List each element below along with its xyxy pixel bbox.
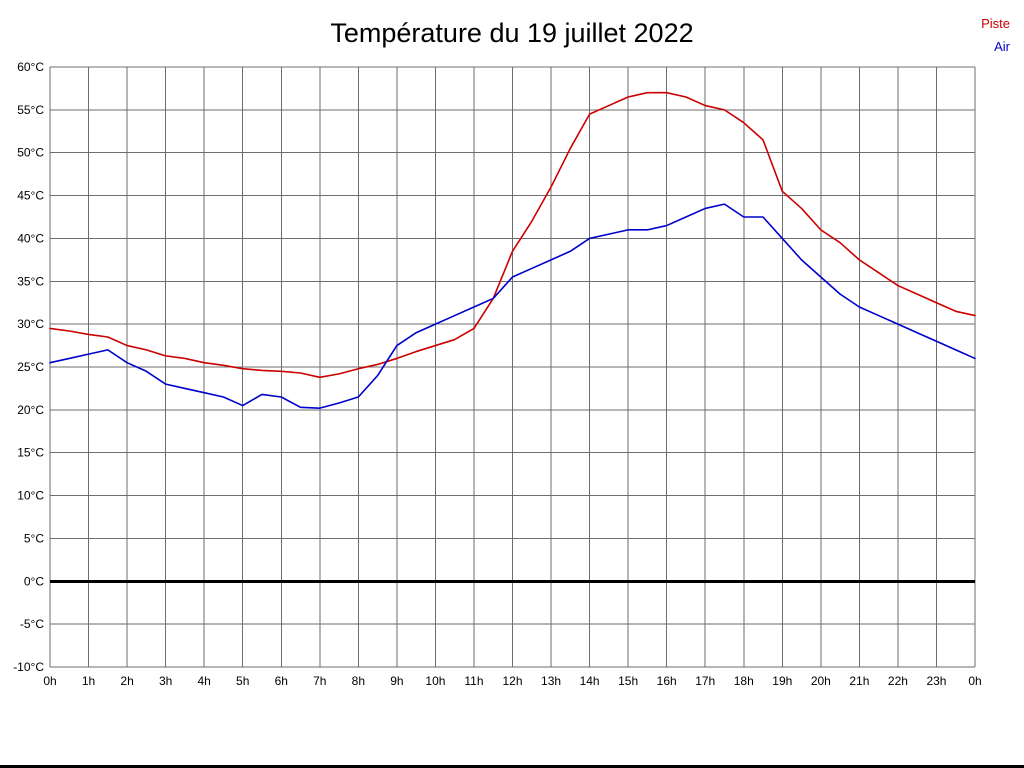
y-tick-label: 25°C <box>17 360 44 374</box>
x-tick-label: 2h <box>120 674 133 688</box>
x-tick-label: 6h <box>275 674 288 688</box>
series-piste-line <box>49 91 976 379</box>
y-tick-label: 20°C <box>17 403 44 417</box>
y-tick-label: 30°C <box>17 317 44 331</box>
y-tick-label: 50°C <box>17 146 44 160</box>
chart-legend: Piste Air <box>981 12 1010 58</box>
x-tick-label: 17h <box>695 674 715 688</box>
y-tick-label: 15°C <box>17 446 44 460</box>
legend-air-label: Air <box>994 39 1010 54</box>
x-axis-labels: 0h 1h 2h 3h 4h 5h 6h 7h 8h 9h 10h 11h 12h 13h 14h 15h 16… <box>43 674 981 688</box>
y-tick-label: 45°C <box>17 189 44 203</box>
x-tick-label: 13h <box>541 674 561 688</box>
chart-title: Température du 19 juillet 2022 <box>330 18 694 48</box>
y-tick-label: -5°C <box>20 617 44 631</box>
y-tick-label: 40°C <box>17 231 44 245</box>
grid-lines <box>49 66 976 668</box>
x-tick-label: 21h <box>849 674 869 688</box>
y-tick-label: 60°C <box>17 60 44 74</box>
x-tick-label: 20h <box>811 674 831 688</box>
x-tick-label: 4h <box>197 674 210 688</box>
x-tick-label: 23h <box>926 674 946 688</box>
series-air-line <box>49 203 976 409</box>
x-tick-label: 14h <box>580 674 600 688</box>
legend-piste-label: Piste <box>981 16 1010 31</box>
x-tick-label: 18h <box>734 674 754 688</box>
x-tick-label: 0h <box>43 674 56 688</box>
x-tick-label: 12h <box>502 674 522 688</box>
y-axis-labels: 60°C 55°C 50°C 45°C 40°C 35°C 30°C 25°C 20°C 15°C… <box>13 60 44 674</box>
bottom-border <box>0 765 1024 768</box>
y-tick-label: 5°C <box>24 531 44 545</box>
y-tick-label: 55°C <box>17 103 44 117</box>
x-tick-label: 3h <box>159 674 172 688</box>
x-tick-label: 9h <box>390 674 403 688</box>
x-tick-label: 10h <box>425 674 445 688</box>
y-tick-label: 10°C <box>17 489 44 503</box>
x-tick-label: 22h <box>888 674 908 688</box>
y-tick-label: 0°C <box>24 574 44 588</box>
x-tick-label: 7h <box>313 674 326 688</box>
y-tick-label: 35°C <box>17 274 44 288</box>
x-tick-label: 0h <box>968 674 981 688</box>
x-tick-label: 5h <box>236 674 249 688</box>
x-tick-label: 8h <box>352 674 365 688</box>
x-tick-label: 15h <box>618 674 638 688</box>
x-tick-label: 19h <box>772 674 792 688</box>
y-tick-label: -10°C <box>13 660 44 674</box>
x-tick-label: 1h <box>82 674 95 688</box>
x-tick-label: 11h <box>464 674 483 688</box>
x-tick-label: 16h <box>657 674 677 688</box>
